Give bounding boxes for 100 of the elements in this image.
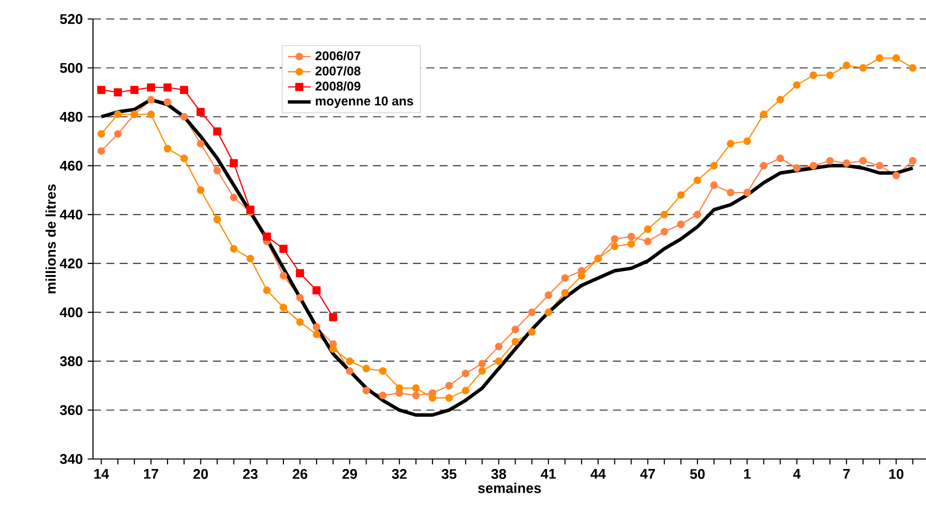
point [677,220,685,228]
y-tick-label: 480 [60,112,82,122]
point [462,370,470,378]
point [97,86,106,94]
point [97,130,106,138]
point [528,308,536,316]
legend-label: 2006/07 [316,50,360,60]
point [114,110,122,118]
point [445,382,453,390]
point [130,86,138,94]
x-tick-label: 17 [144,469,158,479]
point [412,384,420,392]
x-tick-label: 10 [889,469,904,479]
point [644,238,652,246]
point [196,108,205,116]
x-tick-label: 26 [292,469,308,479]
point [246,254,254,262]
point [842,159,850,168]
point [578,272,586,280]
point [146,83,156,92]
point [412,392,420,400]
point [876,54,884,62]
x-tick-label: 4 [793,469,801,479]
point [494,357,503,366]
x-tick-label: 20 [193,469,208,479]
point [428,394,436,402]
y-tick-label: 420 [60,258,82,268]
point [694,176,702,184]
point [213,216,222,224]
x-tick-label: 32 [392,469,407,479]
point [396,384,404,392]
point [196,140,204,148]
point [610,242,618,250]
point [379,367,387,375]
point [610,235,618,243]
point [246,206,254,214]
x-tick-label: 23 [243,469,258,479]
point [180,86,188,94]
point [362,364,370,372]
x-tick-label: 41 [540,469,556,479]
point [280,304,288,312]
point [544,291,552,300]
point [876,162,884,170]
point [561,274,569,282]
x-tick-label: 44 [590,469,606,479]
point [660,228,668,236]
point [743,137,751,146]
point [329,313,338,322]
point [296,269,304,278]
x-tick-label: 50 [690,469,705,479]
point [677,191,685,199]
point [346,357,354,366]
point [627,232,636,240]
x-tick-label: 1 [744,469,751,479]
point [776,154,784,162]
point [114,88,122,96]
point [379,392,387,400]
point [279,244,288,253]
point [793,81,801,89]
point [262,232,271,241]
point [494,342,503,350]
y-tick-label: 500 [60,62,82,73]
point [544,308,552,316]
point [180,154,188,162]
y-tick-label: 400 [60,307,82,318]
y-tick-label: 440 [60,210,82,220]
point [892,172,900,180]
point [164,144,172,152]
point [312,330,320,338]
point [726,140,734,148]
point [793,164,801,172]
point [114,130,122,138]
point [511,338,520,346]
point [180,112,188,121]
point [97,147,106,155]
point [908,156,917,165]
point [859,156,867,165]
point [230,194,238,202]
point [810,162,818,170]
point [213,166,222,174]
point [694,210,702,218]
point [892,54,900,62]
point [346,367,354,375]
y-tick-label: 360 [60,405,82,416]
point [710,162,718,170]
point [362,386,370,394]
point [196,186,204,194]
point [312,323,320,331]
point [710,181,718,190]
point [147,110,155,118]
legend-label: 2008/09 [316,81,360,91]
y-axis-title: millions de litres [46,184,56,294]
legend-label: moyenne 10 ans [316,96,414,108]
point [329,345,337,353]
point [776,96,784,104]
point [743,188,751,196]
point [478,367,486,375]
x-tick-label: 38 [491,469,506,479]
x-tick-label: 14 [94,469,109,479]
point [826,156,834,165]
